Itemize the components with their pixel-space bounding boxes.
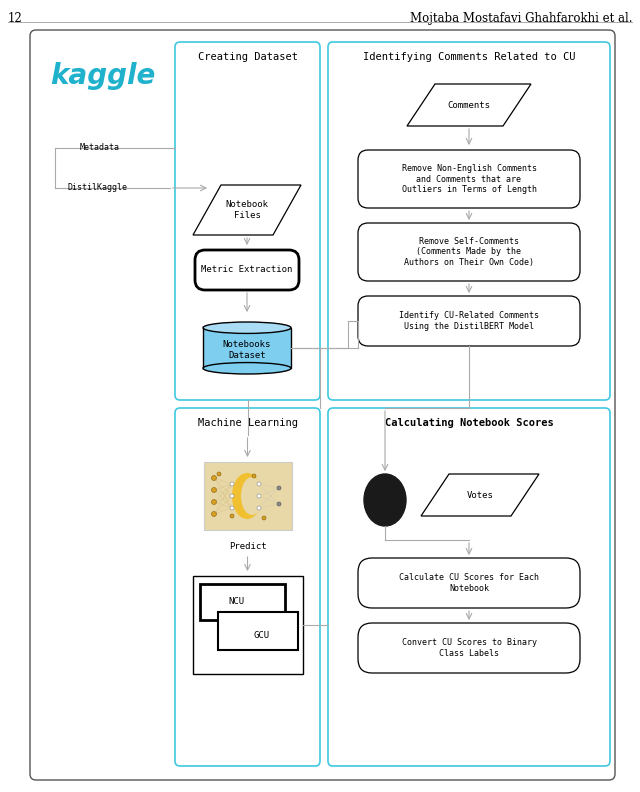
Ellipse shape [232,473,262,519]
FancyBboxPatch shape [358,296,580,346]
Text: Predict: Predict [228,542,266,551]
Ellipse shape [364,474,406,526]
Text: Calculating Notebook Scores: Calculating Notebook Scores [385,418,554,428]
FancyBboxPatch shape [358,223,580,281]
Text: Votes: Votes [467,490,493,500]
Ellipse shape [211,512,216,516]
Text: GCU: GCU [254,630,270,639]
Ellipse shape [277,486,281,490]
Ellipse shape [230,506,234,510]
Text: Comments: Comments [447,101,490,109]
Ellipse shape [230,494,234,498]
Text: NCU: NCU [228,597,244,607]
Polygon shape [193,185,301,235]
Ellipse shape [277,502,281,506]
Ellipse shape [203,322,291,333]
Bar [193,576,303,674]
FancyBboxPatch shape [358,150,580,208]
Text: Identifying Comments Related to CU: Identifying Comments Related to CU [363,52,575,62]
Ellipse shape [217,472,221,476]
FancyBboxPatch shape [175,408,320,766]
Polygon shape [407,84,531,126]
Ellipse shape [203,363,291,374]
Bar [204,462,292,530]
Text: DistilKaggle: DistilKaggle [68,184,128,192]
Ellipse shape [257,482,261,486]
Ellipse shape [262,516,266,520]
Text: Calculate CU Scores for Each
Notebook: Calculate CU Scores for Each Notebook [399,573,539,592]
Text: Notebooks
Dataset: Notebooks Dataset [223,341,271,360]
Text: kaggle: kaggle [50,62,156,90]
Ellipse shape [230,514,234,518]
Text: Creating Dataset: Creating Dataset [198,52,298,62]
Bar [200,584,285,620]
Text: Machine Learning: Machine Learning [198,418,298,428]
Text: Metadata: Metadata [80,143,120,153]
FancyBboxPatch shape [195,250,299,290]
FancyBboxPatch shape [358,558,580,608]
Ellipse shape [211,500,216,505]
Text: Mojtaba Mostafavi Ghahfarokhi et al.: Mojtaba Mostafavi Ghahfarokhi et al. [410,12,632,25]
FancyBboxPatch shape [358,623,580,673]
Text: 12: 12 [8,12,23,25]
Ellipse shape [211,488,216,493]
Ellipse shape [252,474,256,478]
Text: Remove Non-English Comments
and Comments that are
Outliers in Terms of Length: Remove Non-English Comments and Comments… [401,164,536,194]
Ellipse shape [257,494,261,498]
Ellipse shape [211,475,216,481]
FancyBboxPatch shape [328,42,610,400]
Text: Remove Self-Comments
(Comments Made by the
Authors on Their Own Code): Remove Self-Comments (Comments Made by t… [404,237,534,267]
FancyBboxPatch shape [175,42,320,400]
Text: Notebook
Files: Notebook Files [225,200,269,219]
Text: Metric Extraction: Metric Extraction [202,265,292,275]
Polygon shape [421,474,539,516]
FancyBboxPatch shape [30,30,615,780]
Ellipse shape [230,482,234,486]
Ellipse shape [257,506,261,510]
Text: Identify CU-Related Comments
Using the DistilBERT Model: Identify CU-Related Comments Using the D… [399,311,539,331]
Text: Convert CU Scores to Binary
Class Labels: Convert CU Scores to Binary Class Labels [401,638,536,657]
Bar [218,612,298,650]
Bar [203,328,291,368]
Ellipse shape [241,477,263,515]
FancyBboxPatch shape [328,408,610,766]
